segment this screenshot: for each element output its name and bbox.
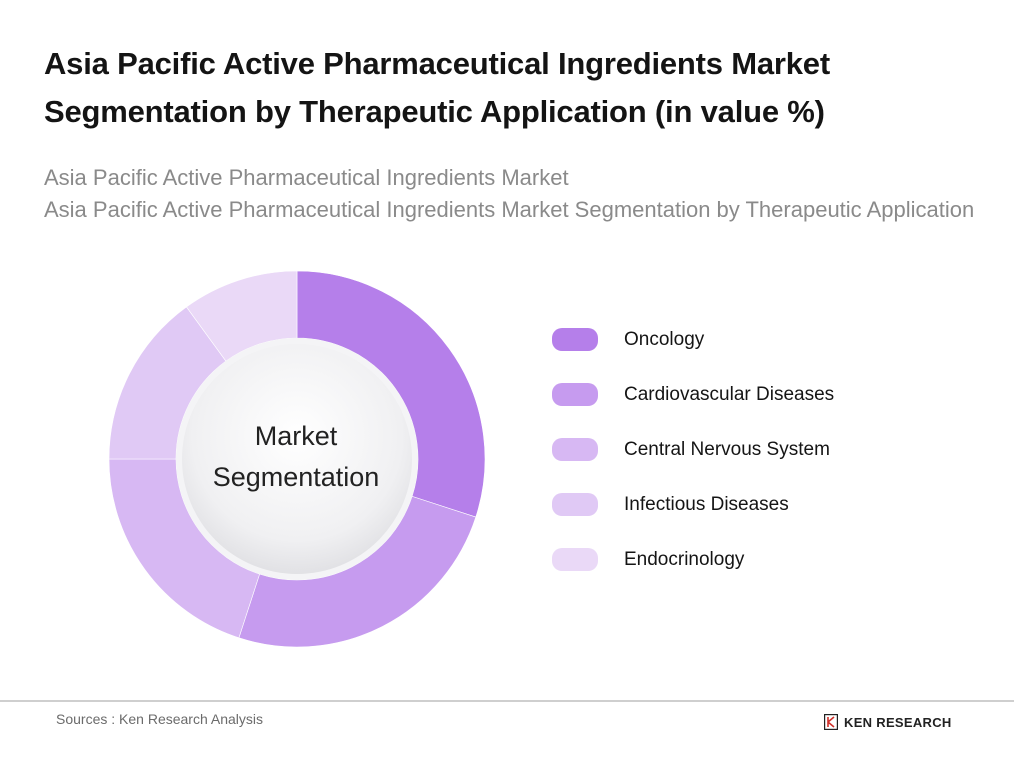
legend-label: Cardiovascular Diseases (624, 383, 835, 405)
ken-research-logo-icon (824, 714, 838, 730)
legend-label: Central Nervous System (624, 438, 830, 460)
footer-divider (0, 700, 1014, 702)
subtitle-line-2: Asia Pacific Active Pharmaceutical Ingre… (44, 197, 975, 222)
brand-name: KEN RESEARCH (844, 714, 952, 730)
legend-item-endocrinology: Endocrinology (552, 532, 972, 587)
legend-item-infectious-diseases: Infectious Diseases (552, 477, 972, 532)
legend-swatch (552, 438, 598, 461)
legend-swatch (552, 548, 598, 571)
donut-chart (108, 270, 486, 648)
legend-label: Infectious Diseases (624, 493, 789, 515)
legend-item-cardiovascular-diseases: Cardiovascular Diseases (552, 367, 972, 422)
subtitle-line-1: Asia Pacific Active Pharmaceutical Ingre… (44, 165, 569, 190)
center-label: Market Segmentation (180, 340, 412, 574)
legend-item-central-nervous-system: Central Nervous System (552, 422, 972, 477)
chart-title: Asia Pacific Active Pharmaceutical Ingre… (44, 46, 830, 129)
legend-label: Oncology (624, 328, 705, 350)
chart-legend: Oncology Cardiovascular Diseases Central… (552, 312, 972, 587)
legend-label: Endocrinology (624, 548, 745, 570)
legend-swatch (552, 383, 598, 406)
center-label-line-2: Segmentation (212, 462, 380, 492)
legend-swatch (552, 493, 598, 516)
center-label-line-1: Market (254, 421, 338, 451)
source-note: Sources : Ken Research Analysis (56, 711, 263, 727)
legend-swatch (552, 328, 598, 351)
legend-item-oncology: Oncology (552, 312, 972, 367)
donut-center (182, 344, 412, 574)
brand-logo: KEN RESEARCH (824, 713, 952, 731)
chart-subtitle: Asia Pacific Active Pharmaceutical Ingre… (44, 162, 984, 226)
